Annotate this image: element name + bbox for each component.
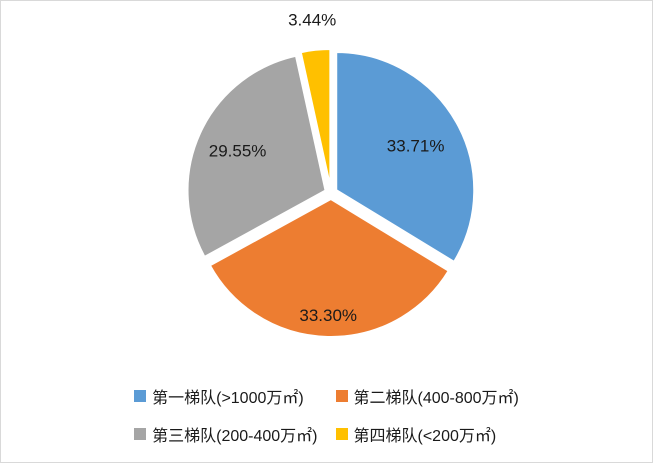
pie-slice-3	[186, 54, 327, 259]
pie-data-label-3: 29.55%	[209, 142, 267, 161]
legend-item-tier4: 第四梯队(<200万㎡)	[335, 422, 497, 446]
legend-marker-tier4	[335, 428, 348, 440]
pie-chart: 33.71% 33.30% 29.55% 3.44%	[186, 11, 476, 338]
chart-legend: 第一梯队(>1000万㎡) 第二梯队(400-800万㎡) 第三梯队(200-4…	[1, 384, 652, 446]
legend-label-tier3: 第三梯队(200-400万㎡)	[152, 428, 318, 445]
legend-label-tier1: 第一梯队(>1000万㎡)	[152, 390, 304, 407]
pie-slice-4	[299, 48, 332, 188]
pie-data-label-4: 3.44%	[288, 11, 336, 30]
legend-marker-tier1	[134, 390, 147, 402]
legend-item-tier1: 第一梯队(>1000万㎡)	[134, 384, 304, 408]
legend-item-tier3: 第三梯队(200-400万㎡)	[134, 422, 318, 446]
pie-data-label-2: 33.30%	[299, 306, 357, 325]
pie-data-label-1: 33.71%	[387, 136, 445, 155]
legend-marker-tier2	[335, 390, 348, 402]
legend-label-tier4: 第四梯队(<200万㎡)	[353, 428, 497, 445]
legend-item-tier2: 第二梯队(400-800万㎡)	[335, 384, 519, 408]
legend-label-tier2: 第二梯队(400-800万㎡)	[353, 390, 519, 407]
legend-marker-tier3	[134, 428, 147, 440]
pie-slice-2	[208, 197, 451, 338]
pie-slice-1	[335, 51, 476, 264]
